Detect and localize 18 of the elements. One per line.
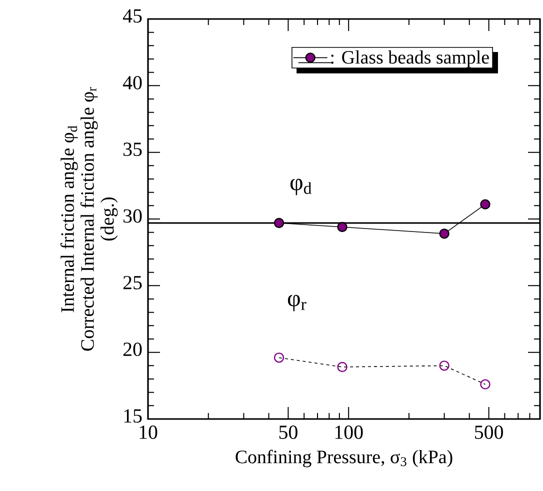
x-tick-label: 500: [475, 426, 503, 439]
legend-label: : Glass beads sample: [331, 50, 489, 68]
text: Corrected Internal friction angle φ$_{r}$: [80, 87, 98, 351]
x-tick-label: 10: [140, 426, 158, 439]
y-tick-label: 20: [123, 342, 142, 356]
x-axis-title: Confining Pressure, σ$_{3}$ (kPa): [236, 450, 452, 468]
text: Internal friction angle φ$_{d}$: [60, 126, 78, 312]
y-tick-label: 25: [123, 276, 142, 290]
y-tick-label: 40: [122, 76, 142, 90]
y-tick-label: 35: [124, 142, 142, 156]
y-tick-label: 30: [124, 209, 142, 223]
x-tick-label: 50: [279, 426, 298, 439]
y-tick-label: 15: [124, 409, 142, 423]
annotation: φ$_{r}$: [288, 294, 306, 312]
y-tick-label: 45: [122, 9, 142, 23]
text: (deg.): [100, 197, 118, 241]
x-tick-label: 100: [335, 426, 363, 439]
annotation: φ$_{d}$: [290, 178, 312, 196]
